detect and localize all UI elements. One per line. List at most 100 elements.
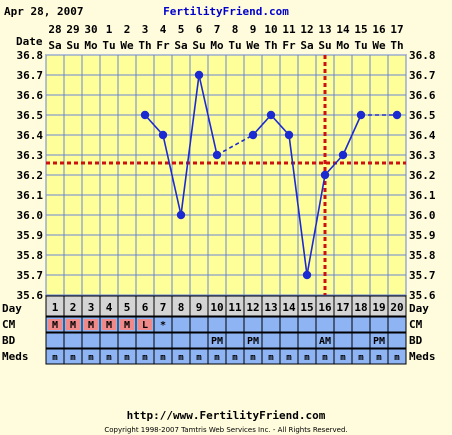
date-label: 1 (106, 23, 113, 36)
weekday-label: Tu (228, 39, 241, 52)
y-tick-right: 35.6 (409, 289, 436, 302)
temp-point (248, 130, 258, 140)
temp-point (356, 110, 366, 120)
meds-value: m (142, 353, 148, 363)
day-value: 17 (336, 301, 349, 314)
meds-value: m (214, 353, 220, 363)
temp-segment (306, 174, 326, 276)
bd-cell (81, 332, 101, 349)
y-tick-left: 36.0 (17, 209, 44, 222)
weekday-label: Sa (174, 39, 187, 52)
date-label: 16 (372, 23, 386, 36)
y-tick-right: 36.8 (409, 49, 436, 62)
cm-cell (333, 316, 353, 333)
bd-value: PM (211, 336, 223, 347)
weekday-label: We (120, 39, 134, 52)
bd-cell (189, 332, 209, 349)
bd-row-label-left: BD (2, 334, 16, 347)
weekday-label: Fr (156, 39, 170, 52)
day-value: 10 (210, 301, 223, 314)
day-value: 9 (196, 301, 203, 314)
y-tick-right: 36.0 (409, 209, 436, 222)
cm-cell (171, 316, 191, 333)
meds-value: m (232, 353, 238, 363)
date-label: 17 (390, 23, 403, 36)
cm-cell (261, 316, 281, 333)
cm-value: M (106, 320, 112, 331)
day-value: 7 (160, 301, 167, 314)
footer-url[interactable]: http://www.FertilityFriend.com (127, 409, 326, 422)
y-tick-right: 36.3 (409, 149, 436, 162)
bd-row-label-right: BD (409, 334, 423, 347)
cm-cell (189, 316, 209, 333)
date-label: 6 (196, 23, 203, 36)
weekday-label: Su (318, 39, 331, 52)
weekday-label: Sa (48, 39, 61, 52)
cm-marker (66, 319, 80, 330)
y-tick-right: 36.1 (409, 189, 436, 202)
cm-cell (225, 316, 245, 333)
day-value: 20 (390, 301, 403, 314)
y-tick-right: 36.6 (409, 89, 436, 102)
date-label: 13 (318, 23, 331, 36)
date-label: 9 (250, 23, 257, 36)
cm-value: M (124, 320, 130, 331)
day-value: 19 (372, 301, 385, 314)
cm-cell (279, 316, 299, 333)
temp-point (176, 210, 186, 220)
cm-cell (243, 316, 263, 333)
y-tick-right: 36.7 (409, 69, 436, 82)
meds-row-label-right: Meds (409, 350, 436, 363)
meds-value: m (106, 353, 112, 363)
weekday-label: Sa (300, 39, 313, 52)
y-tick-left: 36.4 (17, 129, 44, 142)
weekday-label: Su (192, 39, 205, 52)
day-value: 3 (88, 301, 95, 314)
y-tick-left: 35.6 (17, 289, 44, 302)
temp-point (284, 130, 294, 140)
y-tick-right: 35.8 (409, 249, 436, 262)
temp-segment (324, 154, 344, 176)
cm-cell (297, 316, 317, 333)
weekday-label: Th (138, 39, 151, 52)
cm-marker (102, 319, 116, 330)
weekday-label: We (372, 39, 386, 52)
bd-cell (351, 332, 371, 349)
date-label: 7 (214, 23, 221, 36)
bd-cell (45, 332, 65, 349)
cm-marker (84, 319, 98, 330)
y-tick-right: 36.5 (409, 109, 436, 122)
weekday-label: Th (390, 39, 403, 52)
temp-segment (270, 114, 290, 136)
temp-point (320, 170, 330, 180)
temp-point (338, 150, 348, 160)
date-label: 2 (124, 23, 131, 36)
bd-cell (135, 332, 155, 349)
temp-point (302, 270, 312, 280)
bd-value: PM (373, 336, 385, 347)
meds-cell (387, 348, 407, 365)
date-row-label: Date (16, 35, 43, 48)
site-link[interactable]: FertilityFriend.com (163, 5, 289, 18)
bd-cell (153, 332, 173, 349)
date-label: 11 (282, 23, 296, 36)
cm-cell (315, 316, 335, 333)
date-label: 15 (354, 23, 367, 36)
bd-cell (99, 332, 119, 349)
day-value: 5 (124, 301, 131, 314)
day-value: 11 (228, 301, 242, 314)
y-tick-left: 36.2 (17, 169, 44, 182)
day-value: 1 (52, 301, 59, 314)
temp-segment (252, 114, 272, 136)
cm-row-label-left: CM (2, 318, 16, 331)
bd-cell (171, 332, 191, 349)
date-label: 4 (160, 23, 167, 36)
y-tick-left: 36.1 (17, 189, 44, 202)
y-tick-left: 35.7 (17, 269, 44, 282)
date-label: 3 (142, 23, 149, 36)
bd-value: PM (247, 336, 259, 347)
y-tick-left: 36.8 (17, 49, 44, 62)
footer-copyright: Copyright 1998-2007 Tamtris Web Services… (104, 426, 347, 434)
meds-value: m (286, 353, 292, 363)
cm-value: L (142, 320, 148, 331)
